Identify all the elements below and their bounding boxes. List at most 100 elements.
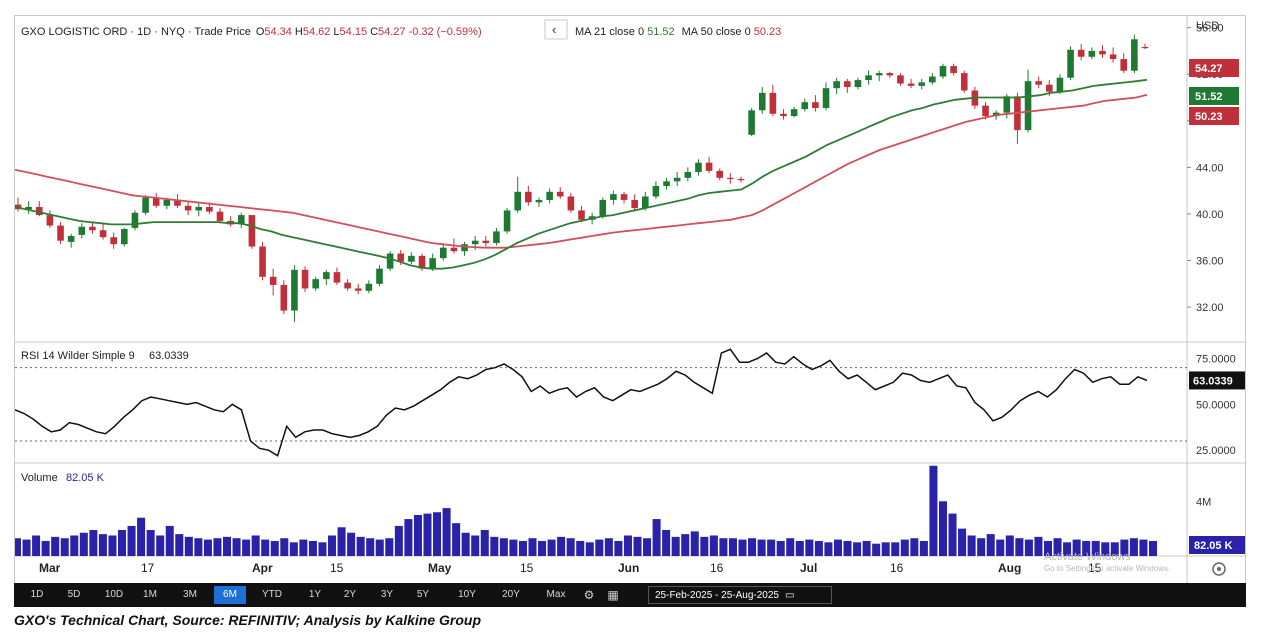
volume-badge: 82.05 K xyxy=(1194,540,1233,552)
watermark-line2: Go to Settings to activate Windows. xyxy=(1044,564,1171,573)
candle-up xyxy=(78,226,86,235)
volume-bar xyxy=(1110,542,1119,556)
volume-bar xyxy=(929,465,938,556)
volume-bar xyxy=(547,539,556,556)
volume-bar xyxy=(308,540,317,556)
volume-bar xyxy=(117,530,127,556)
x-axis-label: 15 xyxy=(330,561,344,575)
calendar-icon[interactable]: ▭ xyxy=(784,590,795,601)
candle-down xyxy=(812,102,819,108)
x-axis-label: Jul xyxy=(800,561,817,575)
candle-down xyxy=(450,247,458,252)
volume-bar xyxy=(1024,539,1033,556)
period-button-5d[interactable]: 5D xyxy=(67,589,81,600)
rsi-tick-label: 75.0000 xyxy=(1196,354,1236,366)
volume-bar xyxy=(843,540,852,556)
period-button-6m[interactable]: 6M xyxy=(214,586,246,604)
candle-up xyxy=(865,75,872,81)
candle-up xyxy=(163,199,171,206)
volume-bar xyxy=(356,536,365,556)
gear-icon[interactable] xyxy=(1212,562,1226,576)
volume-bar xyxy=(1148,540,1158,556)
volume-bar xyxy=(375,539,384,556)
period-button-20y[interactable]: 20Y xyxy=(502,589,520,600)
volume-bar xyxy=(919,540,928,556)
instrument-title: GXO LOGISTIC ORD · 1D · NYQ · Trade Pric… xyxy=(21,26,251,38)
volume-bar xyxy=(423,513,432,556)
currency-label: USD xyxy=(1196,20,1219,32)
candle-down xyxy=(301,269,309,289)
settings-icon[interactable]: ⚙ xyxy=(583,588,595,602)
candle-down xyxy=(982,105,989,117)
volume-bar xyxy=(471,535,480,556)
ma50-line xyxy=(15,93,1148,249)
table-icon[interactable]: ▦ xyxy=(607,588,619,602)
volume-bar xyxy=(958,528,967,556)
period-button-ytd[interactable]: YTD xyxy=(262,589,282,600)
candle-up xyxy=(493,231,500,244)
volume-tick-label: 4M xyxy=(1196,496,1211,508)
volume-bar xyxy=(728,538,737,556)
candle-down xyxy=(578,210,585,220)
candle-down xyxy=(1035,81,1042,85)
volume-bar xyxy=(433,512,442,556)
period-button-10d[interactable]: 10D xyxy=(104,589,124,600)
volume-bar xyxy=(499,538,508,556)
x-axis-label: 17 xyxy=(141,561,155,575)
candle-down xyxy=(620,194,628,200)
x-axis-label: Mar xyxy=(39,561,61,575)
period-button-2y[interactable]: 2Y xyxy=(343,589,357,600)
ma21-badge: 51.52 xyxy=(1195,91,1223,103)
candle-down xyxy=(737,179,745,181)
candle-down xyxy=(1099,50,1106,55)
volume-bar xyxy=(232,538,241,556)
candle-down xyxy=(1120,59,1128,71)
ma50-badge: 50.23 xyxy=(1195,111,1223,123)
candle-down xyxy=(110,237,117,245)
volume-bar xyxy=(156,535,165,556)
legend-collapse-button[interactable] xyxy=(544,19,568,40)
candle-up xyxy=(67,236,75,242)
volume-bar xyxy=(938,501,947,556)
candle-up xyxy=(439,247,447,259)
chart-svg[interactable]: 56.0052.0048.0044.0040.0036.0032.00USD54… xyxy=(15,16,1247,584)
period-button-3y[interactable]: 3Y xyxy=(380,589,394,600)
volume-bar xyxy=(528,538,537,556)
period-button-1d[interactable]: 1D xyxy=(30,589,44,600)
volume-bar xyxy=(270,540,279,556)
candle-up xyxy=(471,240,479,245)
period-button-1y[interactable]: 1Y xyxy=(308,589,322,600)
candle-down xyxy=(216,211,224,221)
rsi-title: RSI 14 Wilder Simple 9 xyxy=(21,350,135,362)
ma50-badge-bg xyxy=(1189,107,1239,125)
period-button-max[interactable]: Max xyxy=(546,589,566,600)
ma21-legend-value: 51.52 xyxy=(647,26,675,38)
volume-bar xyxy=(709,535,718,556)
volume-bar xyxy=(60,538,69,556)
volume-bar xyxy=(614,540,623,556)
volume-bar xyxy=(165,525,174,556)
candle-down xyxy=(57,225,64,241)
volume-bar xyxy=(795,540,804,556)
volume-bar xyxy=(776,540,785,556)
candle-up xyxy=(386,253,394,269)
candle-down xyxy=(907,83,915,86)
volume-bar xyxy=(442,508,451,556)
candle-down xyxy=(333,272,341,283)
period-button-10y[interactable]: 10Y xyxy=(458,589,476,600)
period-button-1m[interactable]: 1M xyxy=(143,589,157,600)
volume-bar xyxy=(1139,539,1148,556)
rsi-title-value: 63.0339 xyxy=(149,350,189,362)
volume-bar xyxy=(1043,540,1053,556)
ma21-legend-label: MA 21 close 0 xyxy=(575,26,644,38)
candle-up xyxy=(1088,50,1096,57)
x-axis-label: 16 xyxy=(890,561,904,575)
date-range-picker[interactable]: 25-Feb-2025 - 25-Aug-2025 ▭ xyxy=(648,586,832,604)
period-button-5y[interactable]: 5Y xyxy=(416,589,430,600)
candle-down xyxy=(184,205,192,211)
period-button-3m[interactable]: 3M xyxy=(183,589,197,600)
period-toolbar: 1D 5D 10D 1M 3M 6M YTD 1Y 2Y 3Y 5Y 10Y 20Y Max ⚙ ▦ 25-Fe… xyxy=(14,583,1246,607)
candle-down xyxy=(727,177,734,180)
candle-up xyxy=(652,185,660,197)
volume-bar xyxy=(872,543,881,556)
